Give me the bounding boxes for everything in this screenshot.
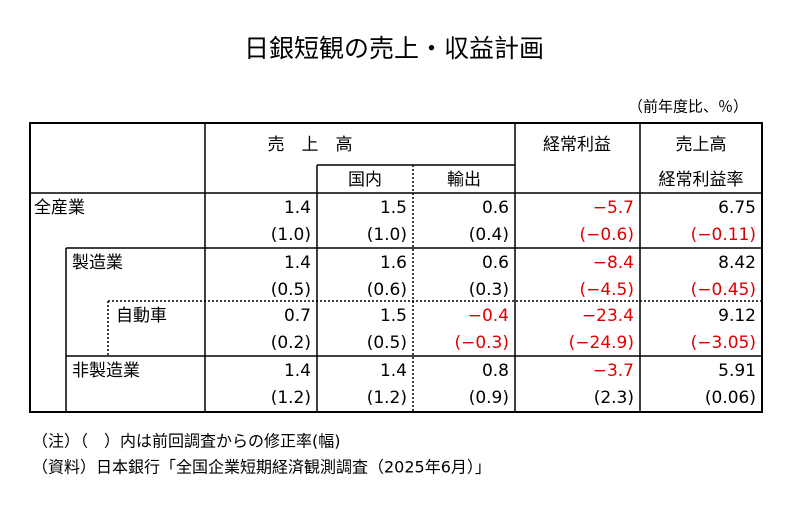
cell-value: 1.4 [284, 253, 311, 273]
row-label: 全産業 [34, 198, 85, 218]
cell-value: 0.7 [284, 306, 311, 326]
cell-revision: (0.2) [271, 333, 311, 353]
cell-value: 1.4 [380, 361, 407, 381]
cell-value: 0.8 [482, 361, 509, 381]
header-profit: 経常利益 [543, 135, 611, 155]
cell-value: −3.7 [593, 361, 634, 381]
cell-value: −0.4 [468, 306, 509, 326]
cell-revision: (−0.6) [579, 225, 634, 245]
cell-revision: (0.4) [469, 225, 509, 245]
cell-revision: (−24.9) [569, 333, 634, 353]
cell-revision: (−3.05) [691, 333, 756, 353]
cell-revision: (−0.11) [691, 225, 756, 245]
title: 日銀短観の売上・収益計画 [244, 34, 544, 63]
row-label: 自動車 [116, 306, 167, 326]
cell-revision: (0.5) [271, 280, 311, 300]
cell-revision: (−0.3) [454, 333, 509, 353]
header-sales: 売 上 高 [268, 135, 353, 155]
cell-revision: (1.0) [271, 225, 311, 245]
cell-value: 0.6 [482, 198, 509, 218]
cell-revision: (0.3) [469, 280, 509, 300]
cell-value: −5.7 [593, 198, 634, 218]
cell-value: 0.6 [482, 253, 509, 273]
cell-value: 1.6 [380, 253, 407, 273]
cell-revision: (1.0) [367, 225, 407, 245]
cell-revision: (1.2) [271, 388, 311, 408]
cell-value: 1.5 [380, 198, 407, 218]
row-label: 非製造業 [72, 361, 140, 381]
cell-value: −8.4 [593, 253, 634, 273]
cell-value: 5.91 [718, 361, 756, 381]
header-margin: 売上高 [676, 135, 727, 155]
cell-revision: (1.2) [367, 388, 407, 408]
cell-revision: (0.9) [469, 388, 509, 408]
header-margin: 経常利益率 [659, 170, 744, 190]
note: （注）（ ）内は前回調査からの修正率(幅) [32, 432, 341, 451]
cell-value: 9.12 [718, 306, 756, 326]
cell-value: 1.4 [284, 198, 311, 218]
cell-value: 1.5 [380, 306, 407, 326]
note: （資料）日本銀行「全国企業短期経済観測調査（2025年6月）」 [32, 458, 491, 477]
table-border [29, 122, 763, 413]
cell-value: 6.75 [718, 198, 756, 218]
unit-note: （前年度比、％） [628, 98, 748, 116]
cell-revision: (−4.5) [579, 280, 634, 300]
header-domestic: 国内 [348, 170, 382, 190]
row-label: 製造業 [72, 253, 123, 273]
cell-revision: (−0.45) [691, 280, 756, 300]
table-lines [30, 123, 762, 412]
cell-revision: (0.06) [705, 388, 756, 408]
cell-revision: (2.3) [594, 388, 634, 408]
cell-revision: (0.6) [367, 280, 407, 300]
cell-value: 1.4 [284, 361, 311, 381]
cell-value: 8.42 [718, 253, 756, 273]
cell-value: −23.4 [582, 306, 634, 326]
header-export: 輸出 [447, 170, 481, 190]
cell-revision: (0.5) [367, 333, 407, 353]
